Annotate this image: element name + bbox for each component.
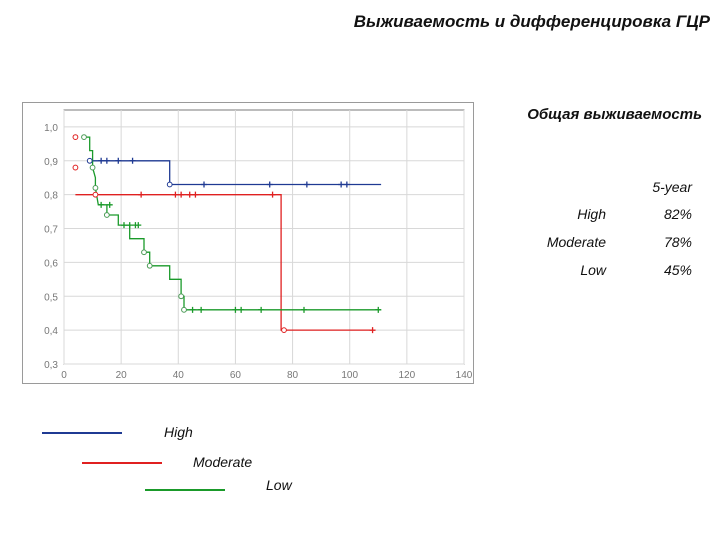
censor-mark-low [135, 222, 142, 229]
table-row-value: 78% [663, 234, 692, 250]
table-row-low: Low 45% [480, 262, 692, 282]
censor-mark-low [189, 306, 196, 313]
event-marker-low [181, 306, 187, 313]
event-marker-low [92, 184, 99, 191]
censor-mark-low [121, 222, 127, 229]
y-tick-label: 0,8 [44, 191, 58, 202]
x-tick-label: 100 [341, 370, 358, 381]
censor-mark-moderate [186, 191, 193, 198]
censor-mark-moderate [369, 327, 376, 334]
y-tick-label: 0,3 [44, 360, 58, 371]
table-row-value: 45% [663, 262, 692, 278]
event-marker-low [89, 164, 96, 171]
x-tick-label: 40 [173, 370, 185, 381]
censor-mark-high [338, 181, 345, 188]
event-marker-high [166, 181, 173, 188]
censor-mark-low [301, 306, 307, 313]
legend-line-moderate [82, 462, 162, 464]
event-marker-low [141, 249, 147, 256]
censor-mark-moderate [138, 191, 145, 198]
table-row-label: High [577, 206, 606, 222]
censor-mark-low [126, 222, 133, 229]
table-row-moderate: Moderate 78% [480, 234, 692, 254]
x-tick-label: 120 [399, 370, 416, 381]
censor-mark-high [103, 157, 110, 164]
y-tick-label: 1,0 [44, 123, 58, 134]
event-marker-moderate [92, 191, 99, 198]
censor-mark-low [198, 306, 205, 313]
survival-chart-svg: 1,0 0,9 0,8 0,7 0,6 0,5 0,4 0,30 20 40 60 80 100 120 1… [22, 102, 474, 384]
censor-mark-moderate [172, 191, 179, 198]
censor-mark-moderate [178, 191, 185, 198]
legend-label-low: Low [266, 477, 292, 493]
event-marker-low [146, 262, 153, 269]
y-tick-label: 0,5 [44, 292, 58, 303]
y-tick-label: 0,9 [44, 157, 58, 168]
censor-mark-low [106, 201, 113, 208]
x-tick-label: 60 [230, 370, 242, 381]
event-marker-moderate [72, 164, 79, 171]
censor-mark-high [98, 157, 105, 164]
censor-mark-high [201, 181, 207, 188]
x-tick-label: 80 [287, 370, 299, 381]
table-row-value: 82% [663, 206, 692, 222]
table-row-high: High 82% [480, 206, 692, 226]
chart-subtitle: Общая выживаемость [527, 106, 702, 123]
table-header: 5-year [652, 179, 692, 195]
censor-mark-high [303, 181, 310, 188]
table-row-label: Low [580, 262, 606, 278]
event-marker-moderate [281, 327, 287, 334]
censor-mark-high [266, 181, 273, 188]
censor-mark-low [232, 306, 239, 313]
table-row-label: Moderate [546, 234, 606, 250]
y-tick-label: 0,4 [44, 326, 58, 337]
censor-mark-low [238, 306, 245, 313]
censor-mark-moderate [192, 191, 199, 198]
legend-line-low [145, 489, 225, 491]
censor-mark-high [115, 157, 122, 164]
plot-area [63, 109, 465, 365]
y-tick-label: 0,6 [44, 258, 58, 269]
survival-chart: 1,0 0,9 0,8 0,7 0,6 0,5 0,4 0,3 0 20 40 60 80 100 120 1… [22, 102, 474, 384]
y-tick-label: 0,7 [44, 225, 58, 236]
event-marker-high [86, 157, 93, 164]
censor-mark-high [343, 181, 350, 188]
x-tick-label: 20 [116, 370, 128, 381]
legend-label-moderate: Moderate [193, 454, 253, 470]
legend-line-high [42, 432, 122, 434]
censor-mark-moderate [269, 191, 276, 198]
event-marker-moderate [72, 134, 79, 140]
event-marker-low [178, 293, 185, 300]
page-title: Выживаемость и дифференцировка ГЦР [353, 12, 710, 31]
censor-mark-low [375, 306, 382, 313]
x-tick-label: 140 [456, 370, 473, 381]
censor-mark-low [258, 306, 265, 313]
x-tick-label: 0 [61, 370, 67, 381]
censor-mark-high [129, 157, 136, 164]
event-marker-low [103, 212, 110, 218]
censor-mark-low [98, 201, 105, 208]
legend-label-high: High [164, 424, 193, 440]
event-marker-low [81, 134, 87, 140]
